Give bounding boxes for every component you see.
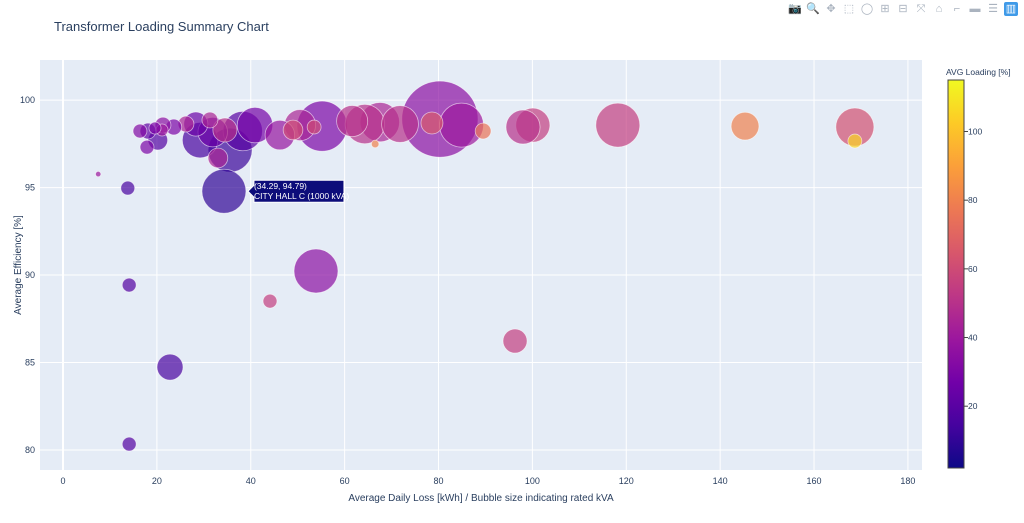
bubble-point[interactable]	[282, 119, 304, 141]
bubble-point[interactable]	[132, 123, 148, 139]
colorbar-tick-label: 20	[968, 401, 978, 411]
bubble-point[interactable]	[439, 102, 484, 148]
box-select-icon[interactable]: ⬚	[843, 3, 855, 15]
bubble-point[interactable]	[595, 102, 641, 148]
y-axis-label: Average Efficiency [%]	[13, 215, 24, 315]
reset-axes-icon[interactable]: ⌂	[935, 3, 943, 15]
plotly-logo-icon[interactable]: ▥	[1004, 2, 1018, 16]
y-tick-label: 80	[25, 445, 35, 455]
bubble-point[interactable]	[847, 133, 863, 149]
bubble-point[interactable]	[370, 139, 380, 149]
bubble-point[interactable]	[207, 147, 229, 169]
bubble-point[interactable]	[306, 119, 322, 135]
bubble-point[interactable]	[420, 111, 444, 135]
x-tick-label: 100	[525, 476, 540, 486]
x-tick-label: 120	[619, 476, 634, 486]
x-axis-label: Average Daily Loss [kWh] / Bubble size i…	[348, 493, 614, 504]
bubble-point[interactable]	[121, 277, 137, 293]
bubble-point[interactable]	[201, 111, 219, 129]
y-tick-label: 85	[25, 358, 35, 368]
bubble-point[interactable]	[262, 293, 278, 309]
chart-title: Transformer Loading Summary Chart	[54, 19, 269, 34]
colorbar-tick-label: 100	[968, 127, 982, 137]
colorbar-title: AVG Loading [%]	[946, 67, 1011, 77]
lasso-select-icon[interactable]: ◯	[860, 3, 874, 15]
camera-icon[interactable]: 📷	[788, 3, 802, 15]
bubble-point[interactable]	[730, 111, 760, 141]
x-tick-label: 0	[60, 476, 65, 486]
bubble-point[interactable]	[95, 170, 102, 178]
y-tick-label: 100	[20, 95, 35, 105]
bubble-point[interactable]	[120, 180, 136, 196]
bubble-point[interactable]	[293, 248, 339, 294]
modebar: 📷 🔍 ✥ ⬚ ◯ ⊞ ⊟ ⤧ ⌂ ⌐ ▬ ☰ ▥	[788, 2, 1018, 16]
colorbar-tick-label: 40	[968, 333, 978, 343]
colorbar-tick-label: 80	[968, 195, 978, 205]
spike-lines-icon[interactable]: ⌐	[953, 3, 961, 15]
x-tick-label: 20	[152, 476, 162, 486]
colorbar-tick-label: 60	[968, 264, 978, 274]
hover-closest-icon[interactable]: ▬	[969, 3, 981, 15]
bubble-point[interactable]	[212, 117, 238, 143]
bubble-point[interactable]	[336, 105, 369, 138]
zoom-icon[interactable]: 🔍	[806, 3, 820, 15]
x-tick-label: 180	[900, 476, 915, 486]
bubble-point[interactable]	[505, 109, 541, 145]
hover-name: CITY HALL C (1000 kVA)	[254, 191, 349, 201]
bubble-point[interactable]	[381, 105, 419, 143]
hover-coords: (34.29, 94.79)	[254, 181, 307, 191]
y-tick-label: 95	[25, 183, 35, 193]
y-tick-label: 90	[25, 270, 35, 280]
x-tick-label: 140	[713, 476, 728, 486]
zoom-in-icon[interactable]: ⊞	[880, 3, 890, 15]
pan-icon[interactable]: ✥	[826, 3, 836, 15]
x-tick-label: 80	[434, 476, 444, 486]
hover-compare-icon[interactable]: ☰	[988, 3, 998, 15]
bubble-point[interactable]	[474, 122, 492, 140]
x-tick-label: 160	[807, 476, 822, 486]
autoscale-icon[interactable]: ⤧	[916, 3, 926, 15]
x-tick-label: 40	[246, 476, 256, 486]
bubble-point[interactable]	[148, 121, 162, 135]
x-tick-label: 60	[340, 476, 350, 486]
colorbar	[947, 79, 965, 469]
bubble-point[interactable]	[121, 436, 137, 452]
bubble-point[interactable]	[201, 168, 247, 214]
hover-label: (34.29, 94.79) CITY HALL C (1000 kVA)	[247, 179, 349, 203]
bubble-point[interactable]	[502, 328, 528, 354]
bubble-point[interactable]	[139, 139, 155, 155]
bubble-point[interactable]	[156, 353, 184, 381]
zoom-out-icon[interactable]: ⊟	[898, 3, 908, 15]
